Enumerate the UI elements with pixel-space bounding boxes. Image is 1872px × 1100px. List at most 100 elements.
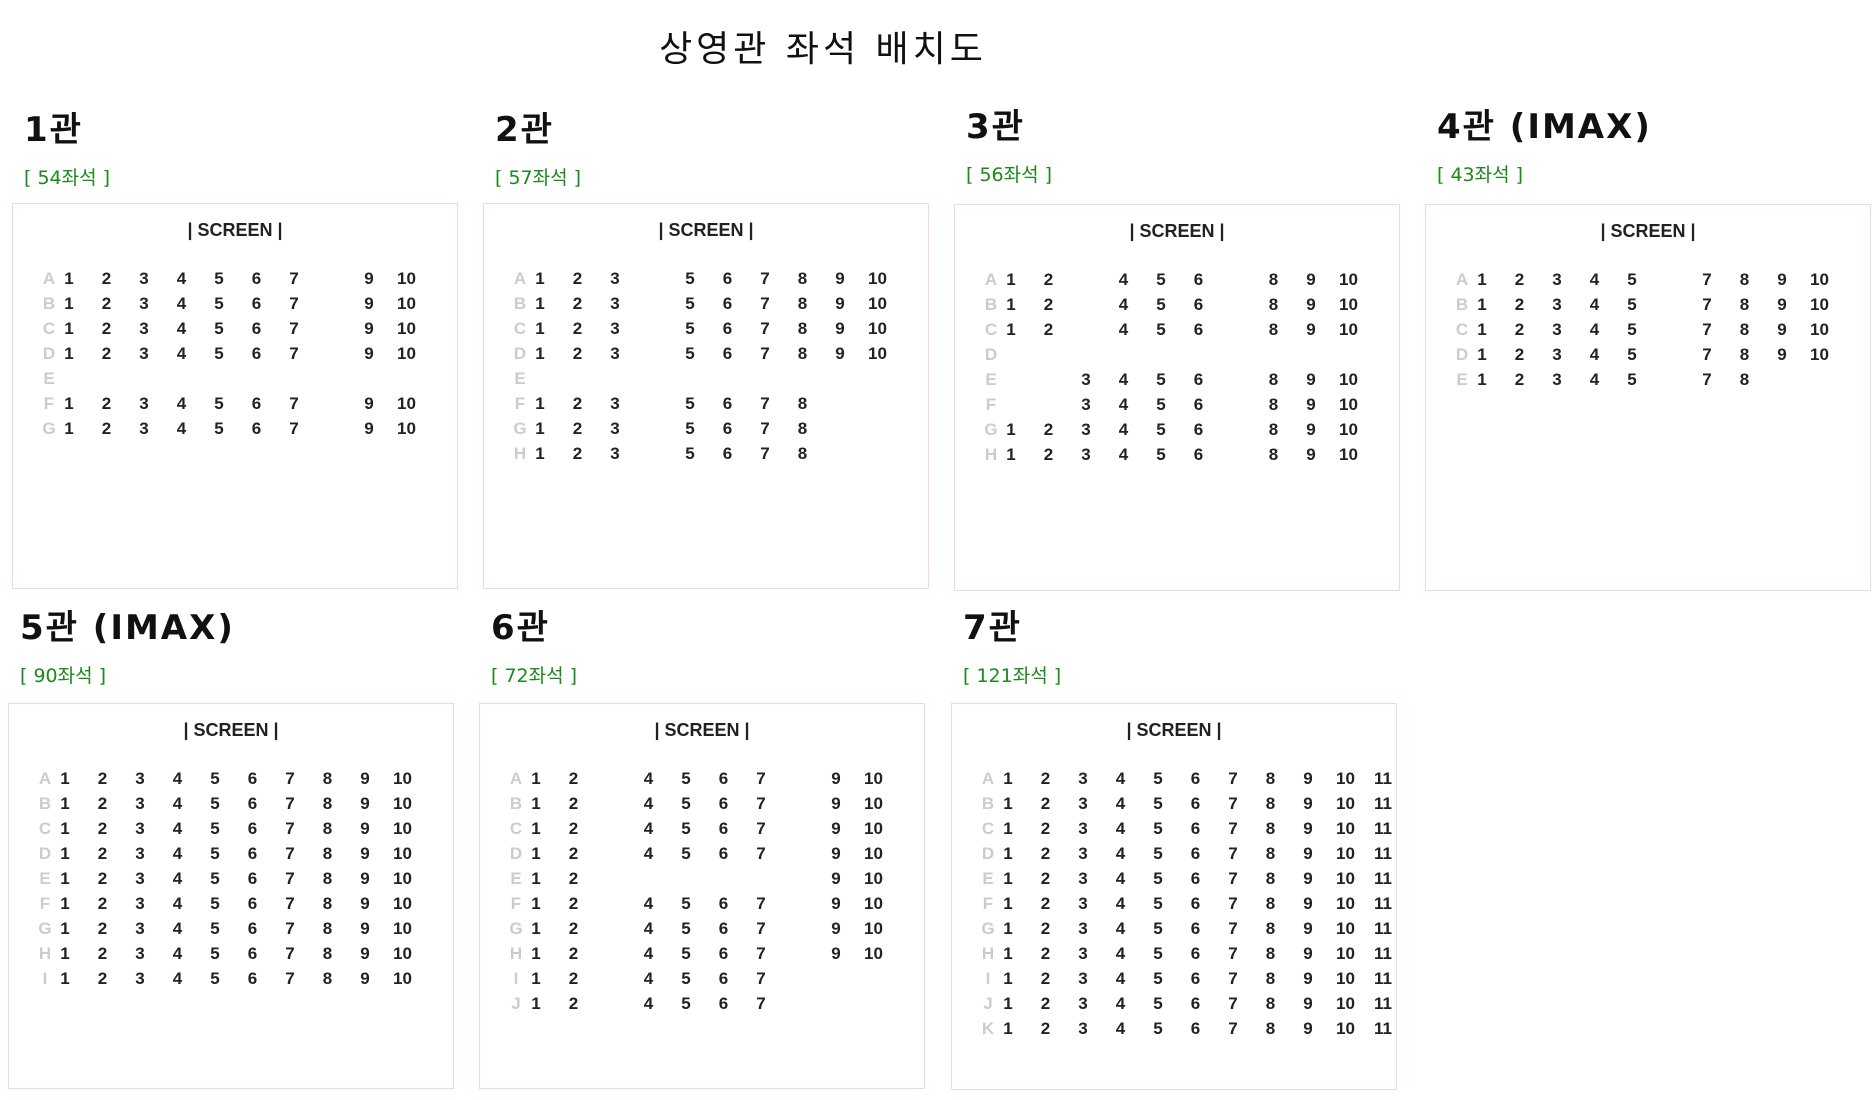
seat[interactable]: 1 (64, 344, 74, 363)
seat[interactable]: 2 (101, 294, 112, 313)
seat[interactable]: 5 (681, 819, 691, 838)
seat[interactable]: 6 (1190, 944, 1201, 963)
seat[interactable]: 1 (1003, 944, 1013, 963)
seat[interactable]: 1 (64, 319, 74, 338)
seat[interactable]: 4 (1118, 295, 1129, 314)
seat[interactable]: 3 (1552, 320, 1562, 339)
seat[interactable]: 8 (797, 394, 808, 413)
seat[interactable]: 3 (135, 844, 145, 863)
seat[interactable]: 2 (1040, 869, 1051, 888)
seat[interactable]: 7 (1228, 819, 1238, 838)
seat[interactable]: 7 (289, 269, 299, 288)
seat[interactable]: 5 (1153, 769, 1163, 788)
seat[interactable]: 5 (1153, 869, 1163, 888)
seat[interactable]: 4 (1589, 295, 1600, 314)
seat[interactable]: 7 (1228, 1019, 1238, 1038)
seat[interactable]: 1 (1003, 894, 1013, 913)
seat[interactable]: 7 (285, 794, 295, 813)
seat[interactable]: 2 (1514, 295, 1525, 314)
seat[interactable]: 8 (322, 794, 333, 813)
seat[interactable]: 6 (1190, 1019, 1201, 1038)
seat[interactable]: 8 (322, 844, 333, 863)
seat[interactable]: 5 (1153, 894, 1163, 913)
seat[interactable]: 9 (831, 769, 841, 788)
seat[interactable]: 5 (210, 769, 220, 788)
seat[interactable]: 3 (139, 419, 149, 438)
seat[interactable]: 10 (1336, 919, 1355, 938)
seat[interactable]: 5 (1156, 370, 1166, 389)
seat[interactable]: 9 (1303, 944, 1313, 963)
seat[interactable]: 7 (1228, 844, 1238, 863)
seat[interactable]: 1 (531, 819, 541, 838)
seat[interactable]: 7 (1228, 869, 1238, 888)
seat[interactable]: 10 (1336, 769, 1355, 788)
seat[interactable]: 3 (1078, 894, 1088, 913)
seat[interactable]: 4 (643, 994, 654, 1013)
seat[interactable]: 2 (572, 444, 583, 463)
seat[interactable]: 1 (1003, 994, 1013, 1013)
seat[interactable]: 6 (722, 344, 733, 363)
seat[interactable]: 10 (393, 969, 412, 988)
seat[interactable]: 10 (864, 919, 883, 938)
seat[interactable]: 9 (1306, 395, 1316, 414)
seat[interactable]: 7 (289, 419, 299, 438)
seat[interactable]: 5 (685, 419, 695, 438)
seat[interactable]: 9 (360, 819, 370, 838)
seat[interactable]: 4 (1115, 844, 1126, 863)
seat[interactable]: 10 (393, 794, 412, 813)
seat[interactable]: 9 (831, 844, 841, 863)
seat[interactable]: 9 (1303, 844, 1313, 863)
seat[interactable]: 6 (1193, 395, 1204, 414)
seat[interactable]: 2 (568, 819, 579, 838)
seat[interactable]: 3 (1081, 445, 1091, 464)
seat[interactable]: 1 (531, 869, 541, 888)
seat[interactable]: 3 (139, 269, 149, 288)
seat[interactable]: 8 (322, 919, 333, 938)
seat[interactable]: 1 (60, 944, 70, 963)
seat[interactable]: 6 (247, 969, 258, 988)
seat[interactable]: 3 (139, 344, 149, 363)
seat[interactable]: 9 (831, 894, 841, 913)
seat[interactable]: 1 (531, 944, 541, 963)
seat[interactable]: 5 (685, 444, 695, 463)
seat[interactable]: 10 (393, 919, 412, 938)
seat[interactable]: 6 (722, 444, 733, 463)
seat[interactable]: 4 (172, 769, 183, 788)
seat[interactable]: 2 (1043, 445, 1054, 464)
seat[interactable]: 7 (285, 894, 295, 913)
seat[interactable]: 7 (1228, 994, 1238, 1013)
seat[interactable]: 6 (722, 319, 733, 338)
seat[interactable]: 1 (535, 294, 545, 313)
seat[interactable]: 9 (364, 294, 374, 313)
seat[interactable]: 7 (1702, 370, 1712, 389)
seat[interactable]: 10 (1810, 270, 1829, 289)
seat[interactable]: 3 (135, 944, 145, 963)
seat[interactable]: 3 (1081, 370, 1091, 389)
seat[interactable]: 2 (1514, 320, 1525, 339)
seat[interactable]: 3 (1552, 270, 1562, 289)
seat[interactable]: 2 (101, 269, 112, 288)
seat[interactable]: 2 (572, 294, 583, 313)
seat[interactable]: 8 (1739, 345, 1750, 364)
seat[interactable]: 4 (172, 944, 183, 963)
seat[interactable]: 2 (97, 819, 108, 838)
seat[interactable]: 10 (1336, 969, 1355, 988)
seat[interactable]: 11 (1374, 844, 1392, 863)
seat[interactable]: 10 (1339, 295, 1358, 314)
seat[interactable]: 3 (135, 769, 145, 788)
seat[interactable]: 5 (214, 344, 224, 363)
seat[interactable]: 10 (397, 269, 416, 288)
seat[interactable]: 8 (797, 344, 808, 363)
seat[interactable]: 7 (1228, 919, 1238, 938)
seat[interactable]: 6 (718, 944, 729, 963)
seat[interactable]: 7 (1702, 320, 1712, 339)
seat[interactable]: 2 (568, 919, 579, 938)
seat[interactable]: 5 (681, 769, 691, 788)
seat[interactable]: 2 (1043, 270, 1054, 289)
seat[interactable]: 3 (139, 394, 149, 413)
seat[interactable]: 4 (643, 969, 654, 988)
seat[interactable]: 3 (1552, 370, 1562, 389)
seat[interactable]: 3 (1078, 994, 1088, 1013)
seat[interactable]: 2 (101, 319, 112, 338)
seat[interactable]: 5 (681, 919, 691, 938)
